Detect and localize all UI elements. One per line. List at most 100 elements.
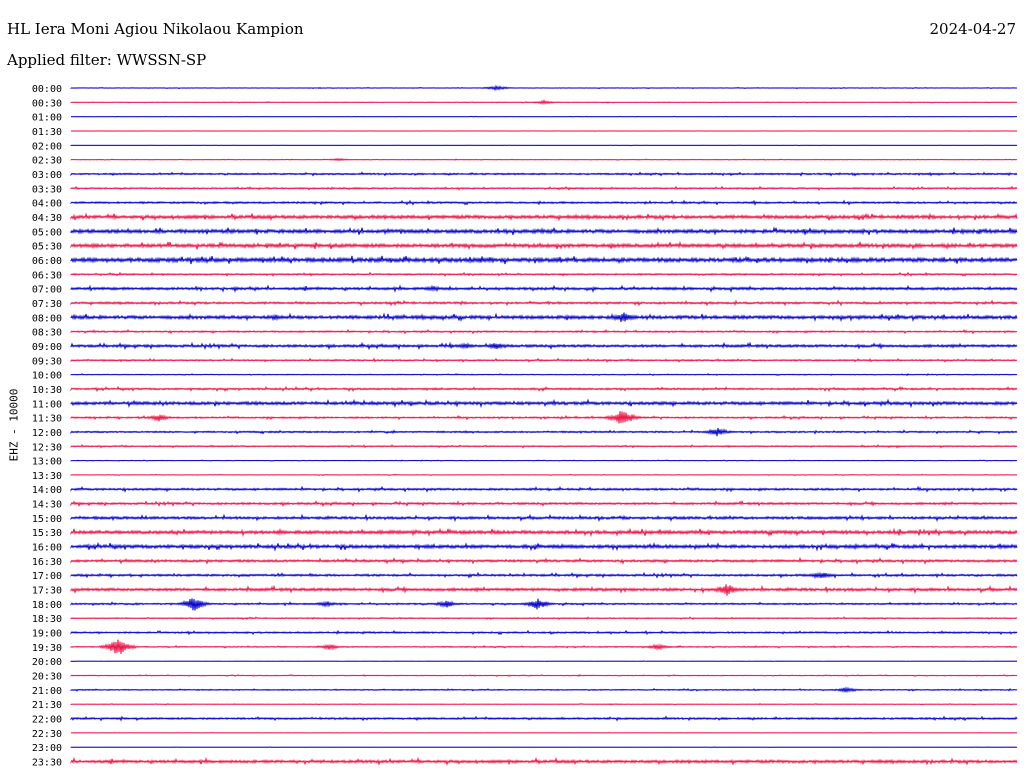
trace-row-11-00 [70, 398, 1018, 409]
trace-row-08-30 [70, 328, 1018, 335]
row-time-label: 22:00 [32, 715, 62, 726]
row-time-label: 06:30 [32, 270, 62, 281]
trace-row-00-00 [70, 84, 1018, 92]
trace-row-20-30 [70, 674, 1018, 678]
row-time-label: 13:30 [32, 471, 62, 482]
row-time-label: 04:00 [32, 199, 62, 210]
trace-row-06-30 [70, 271, 1018, 277]
trace-row-07-00 [70, 284, 1018, 294]
row-time-label: 08:30 [32, 328, 62, 339]
row-time-label: 04:30 [32, 213, 62, 224]
row-time-label: 06:00 [32, 256, 62, 267]
row-time-label: 17:30 [32, 586, 62, 597]
row-time-label: 07:00 [32, 285, 62, 296]
trace-row-20-00 [70, 660, 1018, 663]
row-time-label: 20:30 [32, 672, 62, 683]
row-time-label: 02:00 [32, 141, 62, 152]
row-time-label: 15:30 [32, 528, 62, 539]
trace-row-19-00 [70, 629, 1018, 636]
trace-row-00-30 [70, 98, 1018, 106]
trace-row-04-30 [70, 212, 1018, 222]
row-time-label: 14:00 [32, 485, 62, 496]
trace-row-03-30 [70, 185, 1018, 192]
trace-row-11-30 [70, 411, 1018, 424]
row-time-label: 03:30 [32, 184, 62, 195]
trace-row-13-30 [70, 473, 1018, 476]
trace-row-17-00 [70, 571, 1018, 580]
trace-row-22-30 [70, 732, 1018, 734]
row-time-label: 14:30 [32, 500, 62, 511]
trace-row-02-00 [70, 144, 1018, 147]
row-time-label: 09:00 [32, 342, 62, 353]
trace-row-12-30 [70, 444, 1018, 449]
trace-row-12-00 [70, 428, 1018, 437]
row-time-label: 20:00 [32, 657, 62, 668]
trace-row-07-30 [70, 299, 1018, 307]
row-time-label: 05:00 [32, 227, 62, 238]
row-time-label: 12:00 [32, 428, 62, 439]
trace-row-21-00 [70, 686, 1018, 694]
row-time-label: 10:00 [32, 371, 62, 382]
row-time-label: 00:30 [32, 98, 62, 109]
row-time-label: 00:00 [32, 84, 62, 95]
trace-row-15-00 [70, 513, 1018, 523]
trace-row-23-30 [70, 756, 1018, 766]
row-time-label: 21:00 [32, 686, 62, 697]
trace-row-06-00 [70, 255, 1018, 265]
row-time-label: 18:00 [32, 600, 62, 611]
row-time-label: 15:00 [32, 514, 62, 525]
row-time-label: 17:00 [32, 571, 62, 582]
row-time-label: 02:30 [32, 156, 62, 167]
trace-row-22-00 [70, 715, 1018, 722]
row-time-label: 16:00 [32, 543, 62, 554]
trace-row-04-00 [70, 199, 1018, 206]
trace-row-05-00 [70, 226, 1018, 236]
trace-row-02-30 [70, 157, 1018, 162]
trace-row-17-30 [70, 584, 1018, 596]
row-time-label: 22:30 [32, 729, 62, 740]
row-time-label: 19:00 [32, 629, 62, 640]
row-time-label: 08:00 [32, 313, 62, 324]
trace-row-16-00 [70, 541, 1018, 552]
row-time-label: 18:30 [32, 614, 62, 625]
row-time-label: 23:30 [32, 758, 62, 769]
row-time-label: 16:30 [32, 557, 62, 568]
trace-row-15-30 [70, 527, 1018, 538]
trace-row-23-00 [70, 746, 1018, 748]
row-time-label: 21:30 [32, 700, 62, 711]
trace-row-05-30 [70, 240, 1018, 251]
trace-row-10-00 [70, 373, 1018, 377]
trace-row-18-30 [70, 616, 1018, 621]
trace-row-16-30 [70, 556, 1018, 565]
row-time-label: 12:30 [32, 442, 62, 453]
trace-row-03-00 [70, 171, 1018, 177]
station-title: HL Iera Moni Agiou Nikolaou Kampion [7, 20, 304, 38]
filter-label: Applied filter: WWSSN-SP [7, 51, 207, 69]
trace-row-09-00 [70, 341, 1018, 351]
trace-row-14-00 [70, 485, 1018, 493]
row-time-label: 13:00 [32, 457, 62, 468]
row-time-label: 03:00 [32, 170, 62, 181]
trace-row-10-30 [70, 385, 1018, 393]
trace-row-18-00 [70, 598, 1018, 611]
row-time-label: 05:30 [32, 242, 62, 253]
row-time-label: 19:30 [32, 643, 62, 654]
trace-row-09-30 [70, 357, 1018, 363]
trace-row-08-00 [70, 312, 1018, 323]
trace-row-13-00 [70, 459, 1018, 462]
trace-row-19-30 [70, 639, 1018, 654]
row-time-label: 01:00 [32, 113, 62, 124]
row-time-label: 10:30 [32, 385, 62, 396]
trace-row-14-30 [70, 500, 1018, 508]
row-time-label: 09:30 [32, 356, 62, 367]
row-time-label: 11:30 [32, 414, 62, 425]
row-time-label: 11:00 [32, 399, 62, 410]
date-label: 2024-04-27 [929, 20, 1016, 38]
row-time-label: 07:30 [32, 299, 62, 310]
trace-row-01-00 [70, 115, 1018, 118]
trace-row-01-30 [70, 130, 1018, 132]
row-time-label: 23:00 [32, 743, 62, 754]
row-time-label: 01:30 [32, 127, 62, 138]
trace-row-21-30 [70, 703, 1018, 706]
